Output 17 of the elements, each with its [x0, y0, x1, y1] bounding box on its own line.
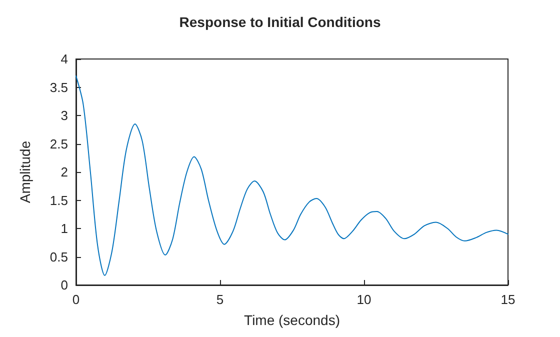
y-tick-label: 2	[60, 164, 68, 180]
y-tick-label: 0	[60, 278, 68, 292]
y-tick-label: 3.5	[50, 80, 68, 95]
x-tick-label: 5	[216, 292, 224, 307]
y-tick-label: 4	[60, 52, 68, 66]
x-tick-label: 0	[72, 292, 80, 307]
line-series	[76, 75, 508, 276]
x-tick-label: 15	[500, 292, 516, 307]
y-tick-label: 1.5	[50, 192, 68, 208]
y-axis-title: Amplitude	[17, 140, 33, 204]
y-tick-label: 1	[60, 221, 68, 236]
x-axis-title: Time (seconds)	[244, 312, 340, 328]
chart-title: Response to Initial Conditions	[179, 14, 381, 30]
y-tick-label: 2.5	[50, 136, 68, 152]
x-tick-label: 10	[356, 292, 372, 307]
y-tick-label: 3	[60, 108, 68, 123]
y-tick-label: 0.5	[50, 249, 68, 264]
